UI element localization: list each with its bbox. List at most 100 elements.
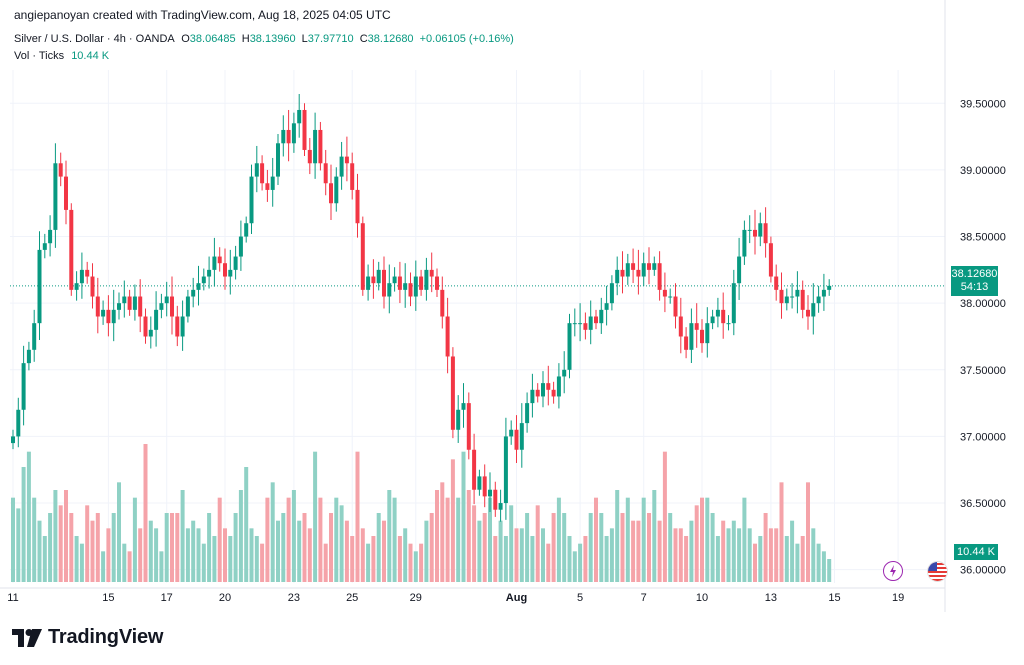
candle-body: [413, 276, 418, 297]
y-tick-label: 39.50000: [960, 98, 1006, 110]
y-tick-label: 37.00000: [960, 431, 1006, 443]
volume-bar: [318, 497, 323, 582]
volume-bar: [525, 513, 530, 582]
candle-body: [11, 436, 15, 444]
candle-body: [784, 296, 789, 304]
tradingview-logo[interactable]: TradingView: [12, 626, 163, 649]
volume-bar: [583, 536, 588, 582]
volume-bar: [143, 444, 148, 582]
volume-bar: [191, 520, 196, 582]
volume-bar: [726, 528, 731, 582]
volume-bar: [413, 551, 418, 582]
volume-bar: [21, 467, 26, 582]
lightning-icon[interactable]: [883, 561, 903, 581]
candle-body: [392, 276, 397, 284]
x-tick-label: 29: [410, 592, 422, 604]
volume-bar: [291, 490, 296, 582]
volume-bar: [827, 559, 832, 582]
candle-body: [37, 249, 42, 324]
candle-body: [307, 149, 312, 164]
candle-body: [604, 303, 609, 310]
candle-body: [763, 223, 768, 244]
volume-bar: [588, 513, 593, 582]
logo-text: TradingView: [48, 626, 164, 648]
volume-bar: [821, 551, 826, 582]
candle-body: [302, 109, 307, 150]
volume-bar: [16, 508, 21, 582]
volume-bar: [122, 543, 127, 582]
volume-bar: [64, 490, 68, 582]
volume-bar: [74, 536, 79, 582]
candle-body: [185, 296, 190, 317]
bar-countdown: 54:13: [960, 281, 989, 293]
volume-bar: [117, 482, 121, 582]
candle-body: [636, 269, 641, 277]
volume-bar: [154, 528, 159, 582]
y-tick-label: 39.00000: [960, 165, 1006, 177]
candle-body: [366, 276, 371, 290]
candle-body: [647, 263, 651, 270]
candle-body: [196, 283, 201, 290]
open-label: O: [181, 33, 190, 45]
volume-bar: [694, 505, 699, 582]
volume-bar: [493, 536, 498, 582]
candle-body: [244, 223, 249, 237]
candle-body: [583, 323, 588, 330]
candle-body: [466, 403, 471, 450]
volume-bar: [652, 490, 657, 582]
candle-body: [498, 503, 503, 510]
volume-bar: [276, 520, 280, 582]
volume-bar: [567, 536, 572, 582]
volume-bar: [138, 528, 143, 582]
volume-bar: [371, 536, 376, 582]
volume-bar: [355, 451, 360, 582]
y-tick-label: 36.00000: [960, 565, 1006, 577]
candle-body: [514, 429, 519, 450]
low-label: L: [301, 33, 308, 45]
candle-body: [705, 323, 710, 344]
volume-bar: [424, 520, 429, 582]
candle-body: [26, 349, 31, 364]
volume-bar: [498, 520, 503, 582]
candle-body: [821, 289, 826, 297]
candle-body: [806, 309, 810, 317]
volume-bar: [731, 520, 736, 582]
volume-bar: [530, 536, 535, 582]
candle-body: [360, 223, 365, 290]
candle-body: [32, 323, 37, 350]
x-tick-label: 10: [696, 592, 708, 604]
candle-body: [148, 329, 153, 337]
candle-body: [313, 129, 318, 164]
volume-bar: [212, 536, 217, 582]
candle-body: [371, 276, 376, 284]
candle-body: [737, 256, 742, 284]
volume-bar: [344, 520, 349, 582]
candle-body: [122, 296, 127, 304]
candle-body: [578, 323, 583, 325]
volume-bar: [254, 536, 259, 582]
candle-body: [117, 303, 121, 310]
x-tick-label: 17: [161, 592, 173, 604]
volume-bar: [111, 513, 116, 582]
candle-body: [482, 476, 487, 497]
volume-bar: [307, 528, 312, 582]
volume-bar: [281, 513, 286, 582]
volume-bar: [79, 543, 84, 582]
volume-bar: [615, 490, 620, 582]
volume-bar: [233, 513, 238, 582]
x-tick-label: 5: [577, 592, 583, 604]
volume-bar: [684, 536, 689, 582]
volume-bar: [657, 520, 662, 582]
volume-bar: [763, 513, 768, 582]
us-flag-icon[interactable]: [927, 561, 948, 582]
volume-bar: [700, 497, 704, 582]
volume-bar: [323, 543, 328, 582]
y-tick-label: 38.00000: [960, 298, 1006, 310]
volume-bar: [488, 497, 492, 582]
candle-body: [212, 256, 217, 270]
candle-body: [567, 323, 572, 370]
price-chart[interactable]: 39.50000 39.00000 38.50000 38.00000 37.50000…: [0, 0, 1024, 612]
volume-bar: [535, 505, 540, 582]
candle-body: [164, 296, 169, 304]
candle-body: [445, 316, 450, 357]
